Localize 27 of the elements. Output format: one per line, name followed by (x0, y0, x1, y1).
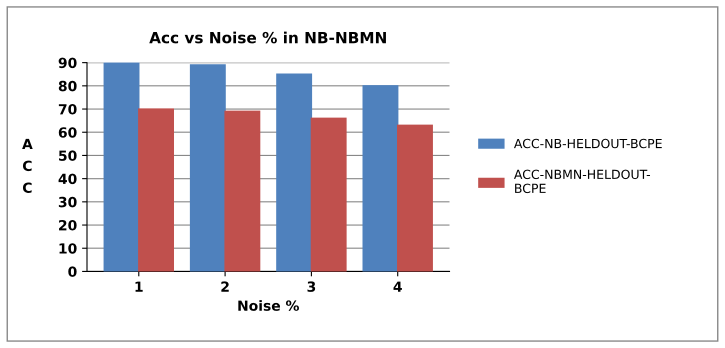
y-tick-label: 90 (58, 58, 77, 68)
x-tick-label: 4 (394, 282, 402, 292)
bar (138, 108, 174, 272)
bar (362, 85, 398, 272)
bar (224, 110, 260, 272)
y-tick-label: 60 (58, 127, 77, 138)
legend-label: ACC-NB-HELDOUT-BCPE (514, 138, 662, 148)
x-tick-label: 2 (221, 281, 229, 292)
bar (310, 118, 347, 272)
x-tick-label: 1 (136, 282, 143, 292)
chart-title: Acc vs Noise % in NB-NBMN (149, 32, 386, 44)
bar (276, 74, 312, 272)
y-tick-label: 10 (60, 243, 77, 254)
y-tick-label: 40 (58, 174, 77, 184)
bar (190, 64, 226, 272)
bar (397, 124, 433, 272)
y-axis-title: A C C (22, 138, 33, 193)
y-tick-label: 20 (59, 220, 77, 231)
y-tick-label: 30 (58, 196, 77, 208)
y-tick-label: 70 (58, 104, 77, 115)
bar (104, 62, 140, 272)
y-tick-label: 80 (58, 80, 77, 92)
y-tick-label: 50 (59, 150, 77, 161)
legend-label: ACC-NBMN-HELDOUT- BCPE (514, 170, 650, 194)
x-tick-label: 3 (308, 281, 316, 292)
x-axis-title: Noise % (238, 300, 299, 311)
y-tick-label: 0 (68, 266, 77, 277)
